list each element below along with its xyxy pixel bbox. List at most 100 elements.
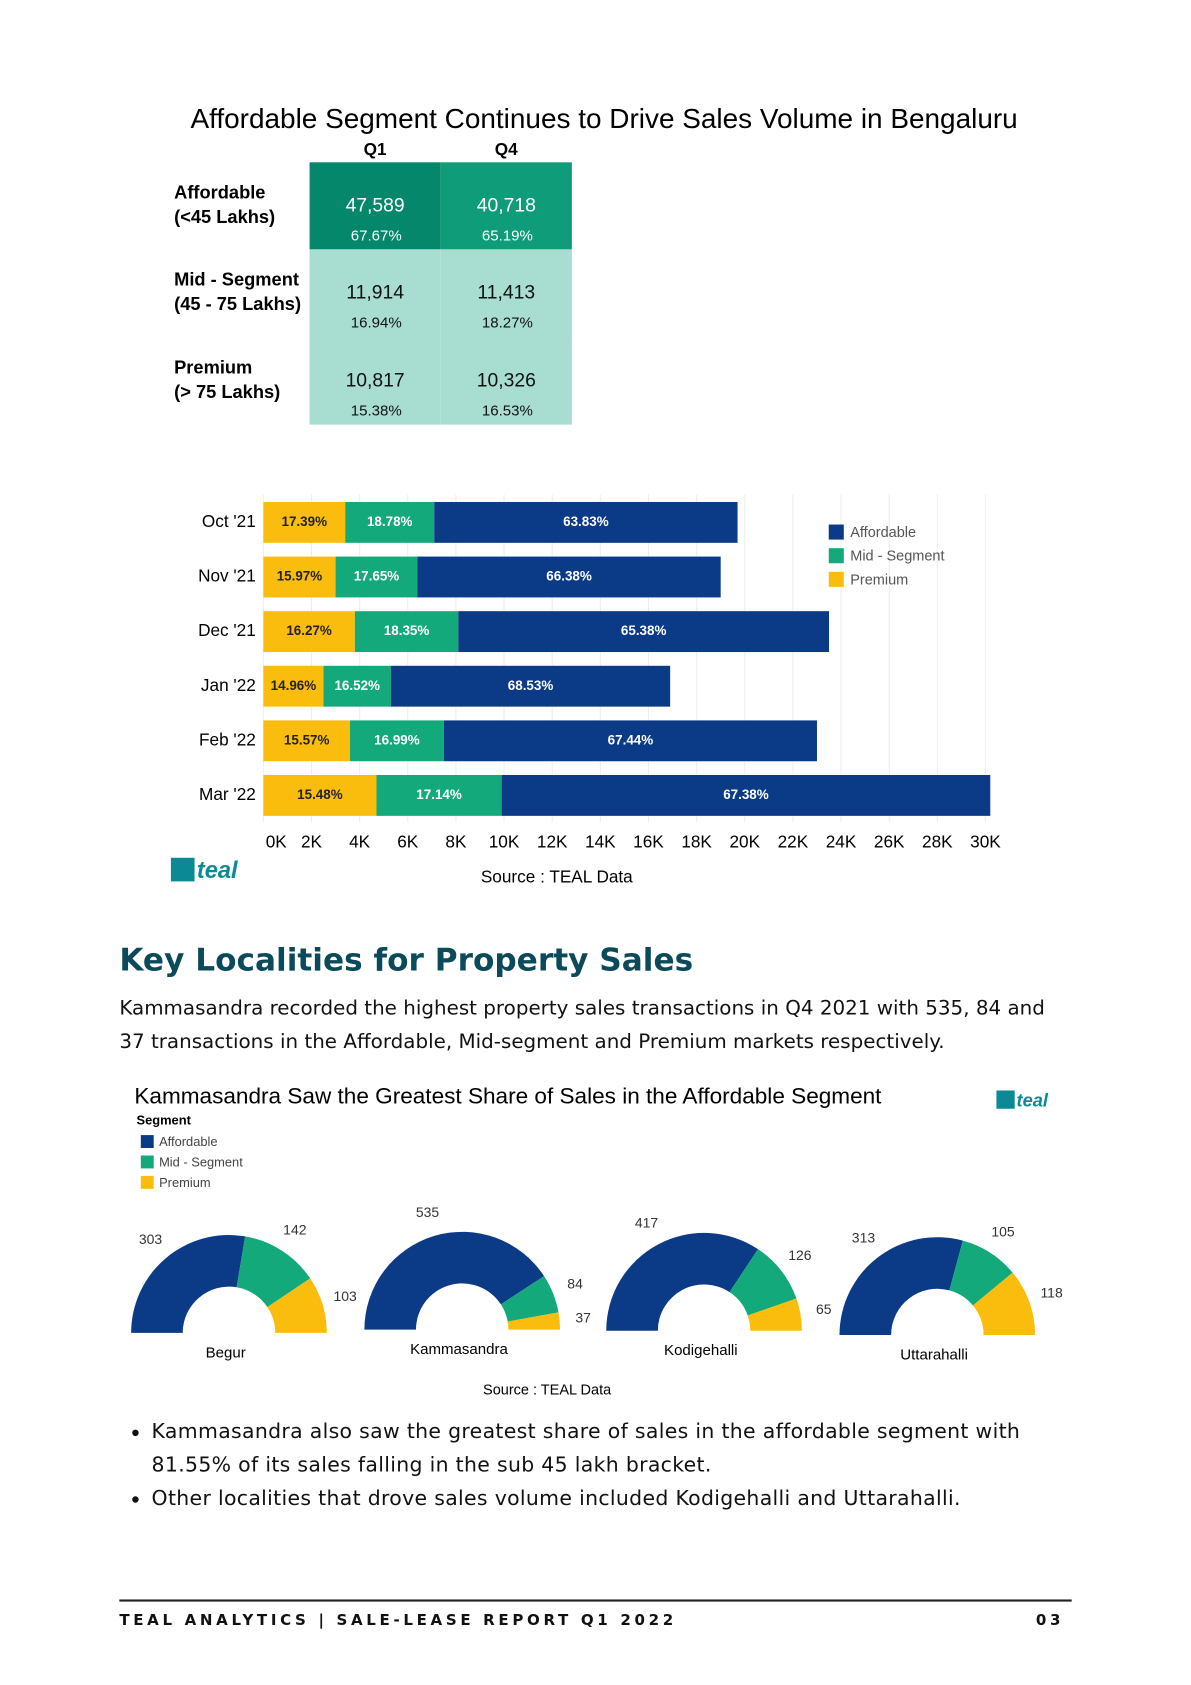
section-heading: Key Localities for Property Sales: [119, 941, 694, 979]
bar-segment: [376, 775, 502, 816]
bar-segment: [263, 775, 377, 816]
x-tick-label: 16K: [633, 831, 664, 851]
footer-rule: [119, 1599, 1072, 1602]
bar-segment: [345, 501, 435, 543]
y-tick-label: Jan '22: [201, 675, 256, 695]
x-tick-label: 20K: [729, 831, 760, 851]
x-tick-label: 0K: [266, 831, 288, 851]
legend-label: Premium: [159, 1175, 211, 1190]
category-label: Begur: [206, 1344, 246, 1361]
footer-text: TEAL ANALYTICS | SALE-LEASE REPORT Q1 20…: [119, 1612, 677, 1630]
source: Source : TEAL Data: [483, 1383, 612, 1399]
bar-segment: [501, 775, 991, 816]
y-tick-label: Nov '21: [198, 566, 256, 586]
legend-label: Affordable: [159, 1134, 217, 1149]
bar-segment: [263, 556, 336, 598]
y-tick-label: Mar '22: [199, 784, 256, 804]
page-number: 03: [1035, 1612, 1065, 1630]
bar-label: 17.39%: [282, 514, 328, 529]
value-label: 65: [816, 1301, 832, 1317]
bar-segment: [263, 501, 346, 543]
cell-value: 11,914: [346, 282, 404, 304]
legend-label: Premium: [850, 572, 908, 588]
x-tick-label: 22K: [778, 831, 809, 851]
cell-share: 65.19%: [482, 227, 533, 244]
bar-label: 17.65%: [354, 569, 400, 584]
value-label: 105: [991, 1224, 1015, 1240]
bar-label: 67.44%: [608, 732, 654, 747]
logo-mark: [996, 1090, 1015, 1109]
source: Source : TEAL Data: [481, 867, 633, 887]
bar-segment: [443, 720, 817, 762]
value-label: 535: [416, 1204, 440, 1220]
column-header: Q1: [364, 139, 387, 159]
bar-segment: [354, 611, 459, 653]
bar-label: 65.38%: [621, 623, 667, 638]
value-label: 303: [139, 1231, 163, 1247]
cell-value: 10,817: [346, 370, 405, 392]
donut-segment: [267, 1278, 327, 1333]
legend-label: Mid - Segment: [159, 1154, 243, 1169]
bar-segment: [417, 556, 721, 598]
row-label: (45 - 75 Lakhs): [174, 293, 301, 314]
x-tick-label: 28K: [922, 831, 953, 851]
legend-label: Mid - Segment: [850, 549, 944, 565]
bar-segment: [323, 665, 391, 707]
cell-value: 11,413: [477, 282, 535, 304]
bar-label: 16.99%: [374, 732, 420, 747]
bar-label: 14.96%: [271, 678, 317, 693]
bar-segment: [458, 611, 830, 653]
bar-label: 68.53%: [508, 678, 554, 693]
row-label: (<45 Lakhs): [174, 206, 275, 227]
bar-label: 16.27%: [286, 623, 332, 638]
cell-share: 16.94%: [351, 315, 402, 332]
bar-label: 66.38%: [546, 569, 592, 584]
legend-swatch: [828, 571, 844, 587]
cell-value: 47,589: [346, 194, 405, 216]
bullet: Other localities that drove sales volume…: [152, 1482, 1098, 1515]
value-label: 142: [283, 1222, 307, 1238]
value-label: 126: [788, 1247, 812, 1263]
table-cell: [440, 249, 572, 338]
x-tick-label: 24K: [826, 831, 857, 851]
value-label: 84: [567, 1275, 583, 1291]
y-tick-label: Feb '22: [199, 729, 256, 749]
table-cell: [309, 162, 441, 250]
donut-segment: [500, 1276, 559, 1322]
bar-segment: [263, 611, 355, 653]
donut-segment: [747, 1298, 802, 1331]
paragraph: Kammasandra recorded the highest propert…: [119, 997, 1045, 1054]
cell-value: 40,718: [477, 194, 536, 216]
donut-segment: [507, 1312, 561, 1330]
category-label: Kodigehalli: [664, 1342, 738, 1359]
cell-share: 16.53%: [482, 403, 533, 420]
donut-segment: [131, 1235, 246, 1333]
bar-segment: [335, 556, 418, 598]
logo: teal: [1017, 1089, 1049, 1110]
column-header: Q4: [495, 139, 518, 159]
legend-swatch: [140, 1175, 154, 1189]
table-cell: [440, 162, 572, 250]
legend-label: Affordable: [850, 525, 916, 541]
value-label: 417: [635, 1214, 659, 1230]
bullet-list: Kammasandra also saw the greatest share …: [119, 1416, 1097, 1516]
bar-label: 15.57%: [284, 732, 330, 747]
value-label: 118: [1040, 1285, 1063, 1301]
bar-label: 18.78%: [367, 514, 413, 529]
category-label: Uttarahalli: [900, 1346, 968, 1363]
legend-swatch: [140, 1155, 154, 1169]
logo-mark: [170, 857, 195, 882]
row-label: Affordable: [174, 181, 265, 202]
bar-segment: [263, 720, 351, 762]
donut-segment: [972, 1272, 1036, 1336]
x-tick-label: 8K: [445, 831, 467, 851]
bar-label: 18.35%: [384, 623, 430, 638]
donut-segment: [606, 1232, 758, 1331]
bar-segment: [390, 665, 671, 707]
y-tick-label: Dec '21: [198, 620, 256, 640]
x-tick-label: 6K: [397, 831, 419, 851]
y-tick-label: Oct '21: [202, 511, 256, 531]
bar-label: 15.48%: [297, 787, 343, 802]
cell-share: 67.67%: [351, 227, 402, 244]
